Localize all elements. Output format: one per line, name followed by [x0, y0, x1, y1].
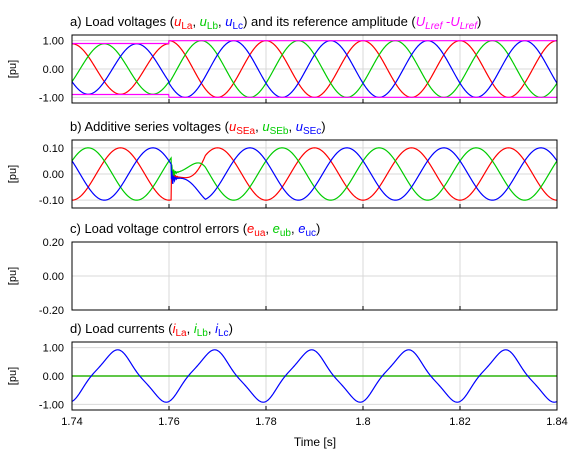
y-tick-label: -0.20: [39, 305, 64, 317]
x-axis-label: Time [s]: [294, 435, 336, 449]
title-run: ,: [265, 221, 272, 236]
x-tick-label: 1.84: [546, 416, 567, 428]
title-run: e: [298, 221, 305, 236]
title-run: d) Load currents (: [70, 321, 173, 336]
x-tick-label: 1.78: [255, 416, 276, 428]
title-run: ): [477, 14, 481, 29]
y-tick-label: 1.00: [43, 343, 64, 355]
title-run: u: [229, 119, 236, 134]
title-run: ,: [255, 119, 262, 134]
panel-title: d) Load currents (iLa, iLb, iLc): [70, 321, 233, 339]
y-tick-label: -1.00: [39, 92, 64, 104]
title-run: ): [229, 321, 233, 336]
panel-title: c) Load voltage control errors (eua, eub…: [70, 221, 320, 239]
plot-frame: [71, 34, 558, 104]
panel-title: a) Load voltages (uLa, uLb, uLc) and its…: [70, 14, 481, 32]
panels: 1.000.00-1.00[pu]a) Load voltages (uLa, …: [7, 14, 568, 428]
title-run: e: [273, 221, 280, 236]
title-run: ua: [254, 228, 266, 239]
y-tick-label: 1.00: [43, 36, 64, 48]
title-run: Lref: [425, 21, 443, 32]
y-tick-label: -1.00: [39, 399, 64, 411]
title-run: uc: [305, 228, 316, 239]
series-line-2: [71, 349, 558, 403]
title-run: i: [173, 321, 177, 336]
title-run: u: [262, 119, 269, 134]
series-line-2: [71, 147, 558, 201]
series-line-3: [72, 40, 557, 45]
title-run: SEb: [270, 126, 289, 137]
title-run: i: [215, 321, 219, 336]
x-tick-label: 1.76: [158, 416, 179, 428]
title-run: U: [416, 14, 426, 29]
x-tick-label: 1.74: [61, 416, 82, 428]
title-run: Lc: [233, 21, 244, 32]
title-run: u: [200, 14, 207, 29]
title-run: ): [321, 119, 325, 134]
title-run: La: [181, 21, 193, 32]
title-run: Lb: [197, 328, 209, 339]
series-line-4: [72, 93, 557, 98]
title-run: Lref: [460, 21, 478, 32]
x-tick-label: 1.82: [449, 416, 470, 428]
title-run: -: [442, 14, 450, 29]
title-run: b) Additive series voltages (: [70, 119, 230, 134]
y-tick-label: -0.10: [39, 195, 64, 207]
title-run: u: [174, 14, 181, 29]
title-run: La: [176, 328, 188, 339]
panel-b: 0.10 0.00 -0.10 [pu] b) Additive series volt…: [7, 119, 558, 209]
title-run: e: [247, 221, 254, 236]
y-tick-label: 0.00: [43, 271, 64, 283]
title-run: ,: [291, 221, 298, 236]
title-run: a) Load voltages (: [70, 14, 175, 29]
title-run: c) Load voltage control errors (: [70, 221, 248, 236]
y-axis-label: [pu]: [7, 60, 19, 78]
title-run: SEc: [303, 126, 321, 137]
plot-frame: [71, 241, 558, 311]
title-run: ): [316, 221, 320, 236]
y-axis-label: [pu]: [7, 267, 19, 285]
plot-frame: [71, 139, 558, 209]
y-tick-label: 0.00: [43, 169, 64, 181]
y-tick-label: 0.10: [43, 143, 64, 155]
panel-c: 0.20 0.00 -0.20 [pu] c) Load voltage control…: [7, 221, 558, 317]
title-run: ,: [208, 321, 215, 336]
y-tick-label: 0.20: [43, 237, 64, 249]
y-axis-label: [pu]: [7, 165, 19, 183]
title-run: ,: [192, 14, 199, 29]
panel-title: b) Additive series voltages (uSEa, uSEb,…: [70, 119, 326, 137]
title-run: u: [296, 119, 303, 134]
y-tick-label: 0.00: [43, 371, 64, 383]
title-run: SEa: [236, 126, 255, 137]
title-run: ) and its reference amplitude (: [243, 14, 416, 29]
title-run: ,: [218, 14, 225, 29]
title-run: Lc: [218, 328, 229, 339]
y-axis-label: [pu]: [7, 367, 19, 385]
y-tick-label: 0.00: [43, 64, 64, 76]
x-tick-label: 1.8: [355, 416, 370, 428]
plot-frame: [71, 341, 558, 411]
title-run: ub: [280, 228, 292, 239]
title-run: U: [450, 14, 460, 29]
title-run: u: [225, 14, 232, 29]
title-run: i: [194, 321, 198, 336]
title-run: ,: [187, 321, 194, 336]
panel-a: 1.00 0.00 -1.00 [pu] a) Load voltages (uLa, …: [7, 14, 558, 104]
panel-d: 1.00 0.00 -1.00 [pu] 1.74 1.76 1.78 1.8 1.82 1.84…: [7, 321, 568, 428]
title-run: Lb: [207, 21, 219, 32]
title-run: ,: [288, 119, 295, 134]
